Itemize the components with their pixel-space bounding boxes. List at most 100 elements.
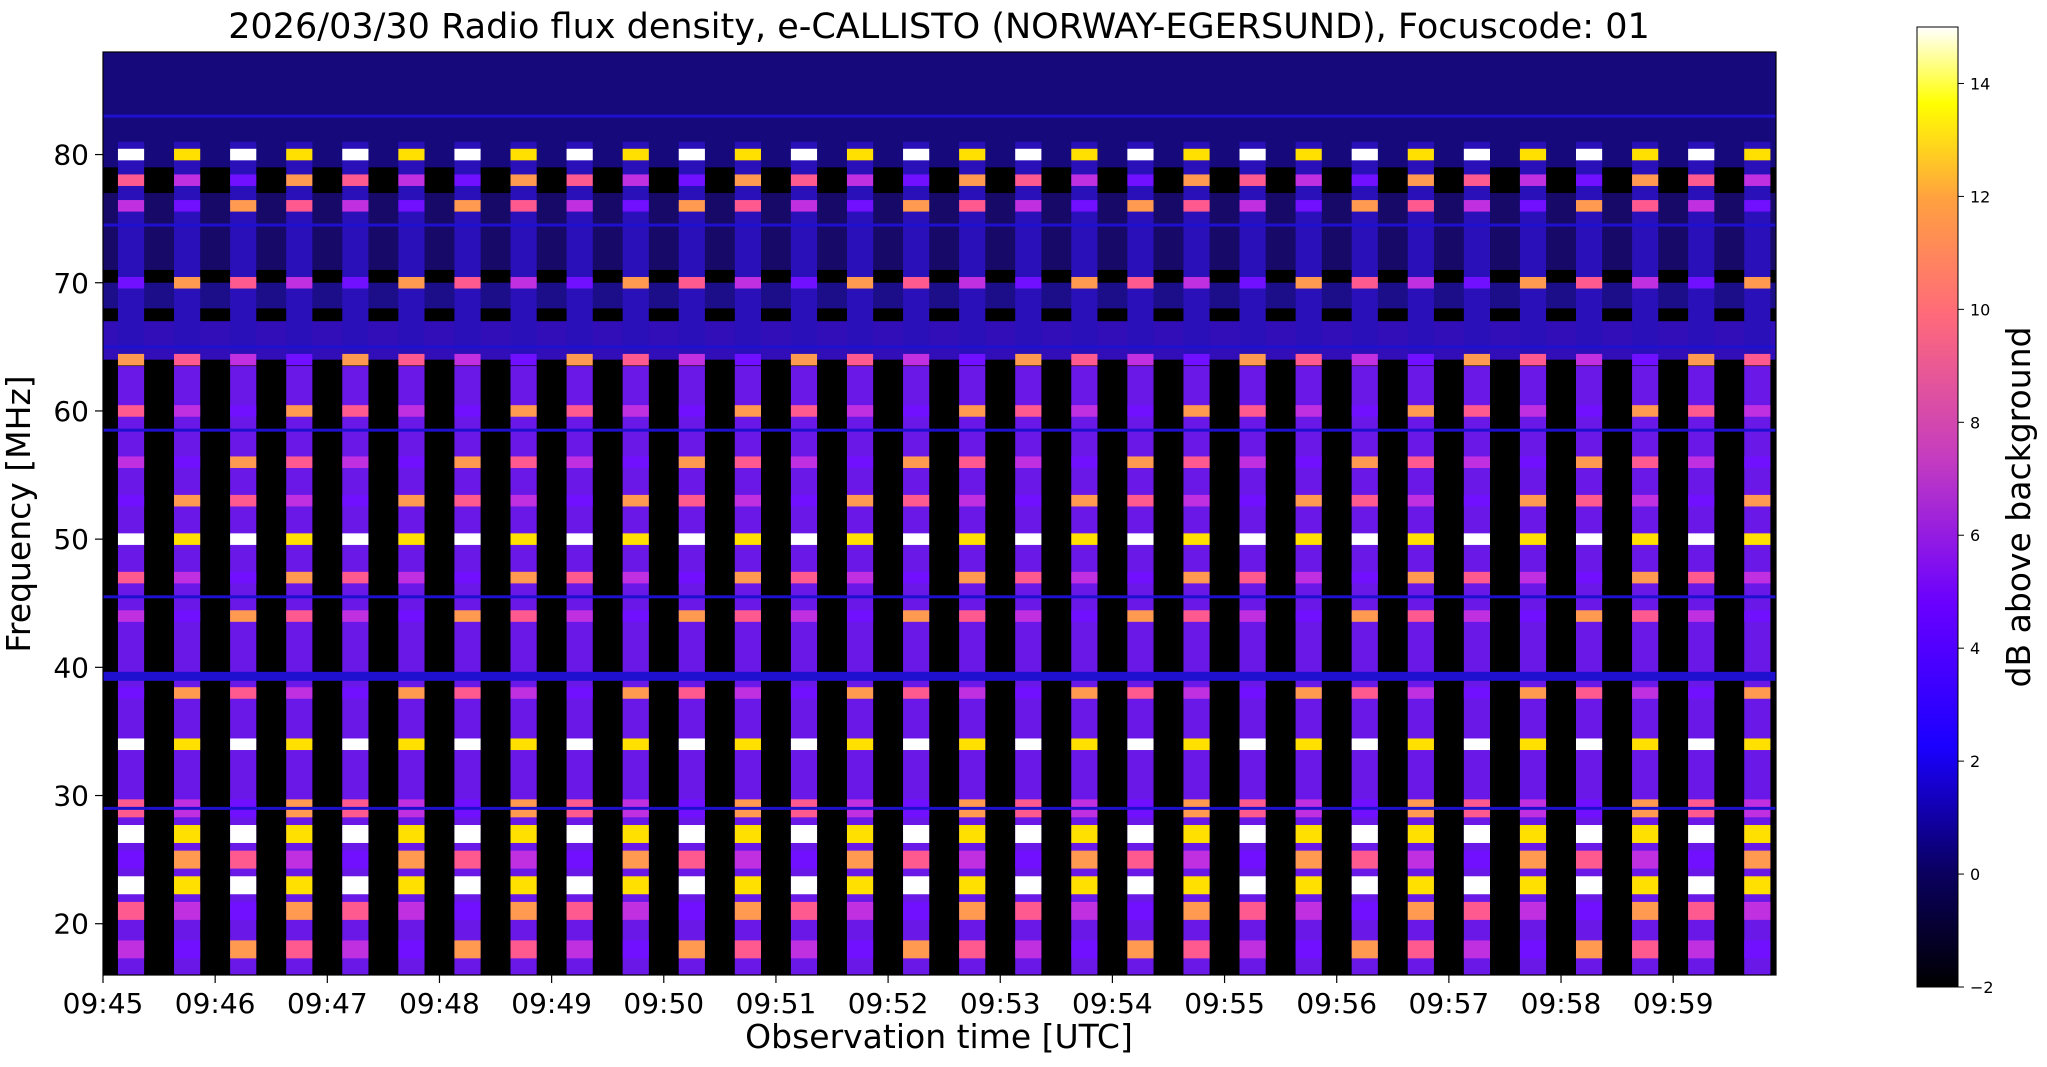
burst-band	[678, 533, 705, 545]
y-tick-label: 20	[53, 908, 89, 941]
burst-band	[174, 200, 201, 212]
burst-band	[1463, 533, 1491, 545]
burst-band	[566, 940, 593, 959]
burst-band	[1295, 687, 1322, 699]
burst-band	[1351, 687, 1378, 699]
burst-band	[454, 200, 481, 212]
chart-title: 2026/03/30 Radio flux density, e-CALLIST…	[228, 7, 1650, 47]
burst-band	[1351, 276, 1378, 289]
burst-band	[1407, 174, 1434, 186]
burst-band	[1688, 353, 1715, 366]
burst-band	[678, 571, 705, 584]
burst-band	[1071, 405, 1098, 417]
burst-band	[510, 494, 537, 507]
burst-band	[286, 876, 313, 895]
burst-band	[1519, 533, 1547, 545]
burst-band	[1183, 405, 1210, 417]
burst-band	[1351, 148, 1378, 161]
burst-band	[846, 940, 874, 959]
burst-band	[1071, 571, 1098, 584]
burst-band	[1463, 940, 1491, 959]
noise-line	[103, 595, 1776, 599]
burst-band	[1575, 901, 1603, 920]
burst-band	[1575, 876, 1603, 895]
burst-band	[1127, 148, 1154, 161]
burst-band	[846, 850, 874, 869]
burst-band	[566, 405, 593, 417]
burst-band	[1127, 200, 1154, 212]
burst-band	[1463, 738, 1491, 751]
burst-band	[734, 200, 761, 212]
burst-band	[1183, 687, 1210, 699]
burst-band	[622, 850, 649, 869]
burst-band	[117, 174, 145, 186]
burst-band	[1632, 610, 1659, 622]
burst-band	[398, 533, 425, 545]
burst-band	[959, 200, 986, 212]
burst-band	[790, 610, 818, 622]
burst-band	[1015, 876, 1042, 895]
burst-band	[1351, 456, 1378, 468]
burst-band	[959, 850, 986, 869]
burst-band	[1407, 610, 1434, 622]
burst-band	[1183, 456, 1210, 468]
burst-band	[1744, 276, 1771, 289]
burst-band	[230, 353, 257, 366]
burst-band	[174, 174, 201, 186]
burst-band	[1463, 850, 1491, 869]
burst-band	[678, 825, 705, 843]
burst-band	[286, 940, 313, 959]
burst-band	[342, 148, 369, 161]
burst-band	[510, 353, 537, 366]
burst-band	[230, 687, 257, 699]
burst-band	[566, 276, 593, 289]
burst-band	[174, 738, 201, 751]
colorbar-ticks: −2 0 2 4 6 8 10 12 14	[1958, 74, 1994, 997]
burst-band	[1295, 148, 1322, 161]
burst-band	[1688, 876, 1715, 895]
burst-band	[1519, 610, 1547, 622]
burst-band	[1295, 200, 1322, 212]
burst-band	[230, 456, 257, 468]
burst-band	[790, 876, 818, 895]
burst-band	[1519, 353, 1547, 366]
burst-band	[790, 850, 818, 869]
burst-band	[846, 494, 874, 507]
burst-band	[678, 200, 705, 212]
burst-band	[1127, 456, 1154, 468]
burst-band	[398, 687, 425, 699]
burst-band	[1071, 738, 1098, 751]
colorbar-tick-label: 0	[1970, 865, 1980, 884]
burst-band	[1015, 940, 1042, 959]
burst-band	[959, 738, 986, 751]
burst-band	[622, 940, 649, 959]
burst-band	[1519, 174, 1547, 186]
burst-band	[1744, 876, 1771, 895]
burst-band	[1239, 533, 1266, 545]
burst-band	[566, 901, 593, 920]
burst-band	[622, 494, 649, 507]
burst-band	[510, 174, 537, 186]
burst-band	[1295, 825, 1322, 843]
burst-band	[1071, 353, 1098, 366]
burst-band	[174, 610, 201, 622]
burst-band	[454, 610, 481, 622]
burst-band	[1688, 738, 1715, 751]
burst-band	[398, 405, 425, 417]
burst-band	[1744, 353, 1771, 366]
burst-band	[1688, 687, 1715, 699]
burst-band	[566, 494, 593, 507]
burst-band	[1463, 687, 1491, 699]
burst-band	[1688, 174, 1715, 186]
burst-band	[678, 876, 705, 895]
burst-band	[734, 825, 761, 843]
burst-band	[622, 200, 649, 212]
colorbar: −2 0 2 4 6 8 10 12 14 dB above background	[1916, 26, 2038, 997]
colorbar-tick-label: 12	[1970, 187, 1990, 206]
burst-band	[454, 901, 481, 920]
burst-band	[510, 200, 537, 212]
burst-band	[1575, 610, 1603, 622]
burst-band	[734, 405, 761, 417]
burst-band	[286, 738, 313, 751]
burst-band	[454, 405, 481, 417]
